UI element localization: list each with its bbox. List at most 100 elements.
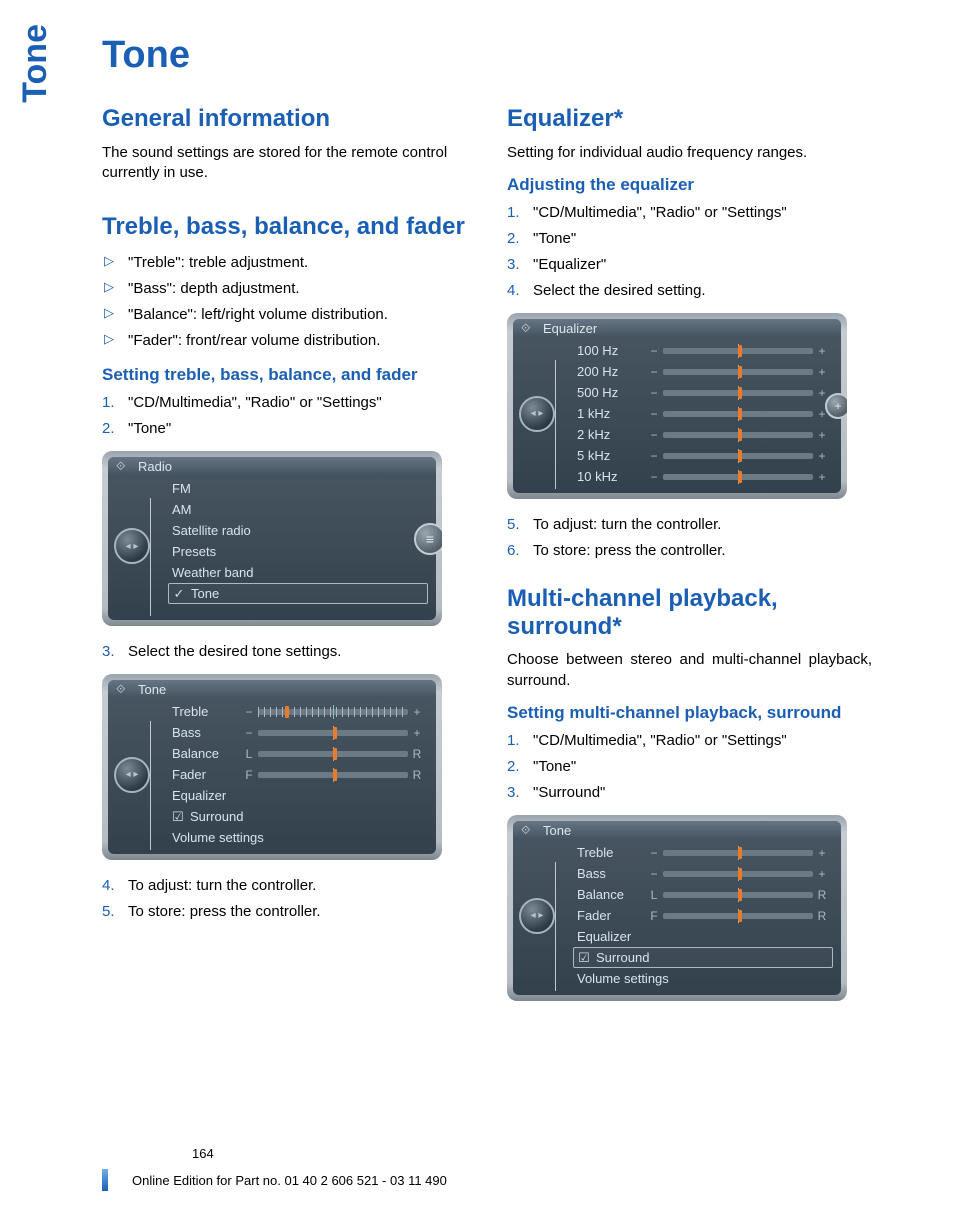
eq-freq-label: 100 Hz — [577, 343, 645, 358]
screenshot-tone-surround: ⟐ Tone ◂ ▸ Treble − + Bass − — [507, 815, 847, 1001]
eq-row: 200 Hz − + — [573, 361, 833, 382]
minus-icon: − — [647, 449, 661, 463]
slider-min-icon: − — [647, 846, 661, 860]
slider-track — [258, 730, 408, 736]
slider-min-icon: F — [242, 768, 256, 782]
shot-title: Radio — [138, 459, 172, 474]
slider-row: Balance L R — [573, 884, 833, 905]
footer: 164 Online Edition for Part no. 01 40 2 … — [102, 1146, 872, 1191]
slider-min-icon: L — [242, 747, 256, 761]
step: "CD/Multimedia", "Radio" or "Settings" — [507, 729, 872, 753]
slider-row: Treble − + — [573, 842, 833, 863]
slider-track — [663, 850, 813, 856]
shot-title: Equalizer — [543, 321, 597, 336]
screenshot-tone-sliders: ⟐ Tone ◂ ▸ Treble − + Bass − — [102, 674, 442, 860]
slider-track — [258, 709, 408, 715]
slider-label: Bass — [577, 866, 645, 881]
text-multichannel: Choose between stereo and multi-channel … — [507, 650, 872, 691]
steps-tbbf-b: Select the desired tone settings. — [102, 640, 467, 664]
check-icon: ✓ — [173, 586, 185, 602]
eq-freq-label: 2 kHz — [577, 427, 645, 442]
slider-min-icon: − — [647, 867, 661, 881]
eq-freq-label: 200 Hz — [577, 364, 645, 379]
step: To adjust: turn the controller. — [102, 874, 467, 898]
text-general: The sound settings are stored for the re… — [102, 143, 467, 184]
shot-header: ⟐ Tone — [513, 821, 841, 840]
screenshot-equalizer: ⟐ Equalizer ◂ ▸ 100 Hz − + 200 Hz − + — [507, 313, 847, 499]
controller-dial-icon: ◂ ▸ — [519, 898, 555, 934]
step: "Tone" — [102, 417, 467, 441]
step: "Tone" — [507, 755, 872, 779]
slider-track — [663, 871, 813, 877]
slider-label: Fader — [577, 908, 645, 923]
step: "CD/Multimedia", "Radio" or "Settings" — [102, 391, 467, 415]
shot-title: Tone — [138, 682, 166, 697]
slider-track — [663, 453, 813, 459]
heading-general: General information — [102, 105, 467, 133]
menu-item: Volume settings — [168, 827, 428, 848]
plus-icon: + — [815, 344, 829, 358]
footer-bar-icon — [102, 1169, 108, 1191]
minus-icon: − — [647, 407, 661, 421]
slider-max-icon: R — [815, 888, 829, 902]
minus-icon: − — [647, 386, 661, 400]
menu-item: ☑Surround — [168, 806, 428, 827]
step: Select the desired setting. — [507, 279, 872, 303]
controller-dial-icon: ◂ ▸ — [114, 757, 150, 793]
right-column: Equalizer* Setting for individual audio … — [507, 105, 872, 1015]
minus-icon: − — [647, 344, 661, 358]
heading-tbbf: Treble, bass, balance, and fader — [102, 213, 467, 241]
steps-eq-a: "CD/Multimedia", "Radio" or "Settings" "… — [507, 201, 872, 303]
slider-max-icon: + — [410, 726, 424, 740]
menu-item: Weather band — [168, 562, 428, 583]
plus-icon: + — [815, 428, 829, 442]
slider-track — [663, 348, 813, 354]
eq-row: 5 kHz − + — [573, 445, 833, 466]
steps-tbbf-c: To adjust: turn the controller. To store… — [102, 874, 467, 924]
list-item: "Balance": left/right volume distributio… — [102, 303, 467, 327]
slider-row: Bass − + — [573, 863, 833, 884]
menu-item: Presets — [168, 541, 428, 562]
step: "Surround" — [507, 781, 872, 805]
step: "CD/Multimedia", "Radio" or "Settings" — [507, 201, 872, 225]
slider-label: Balance — [172, 746, 240, 761]
left-column: General information The sound settings a… — [102, 105, 467, 1015]
menu-item-selected: ✓Tone — [168, 583, 428, 604]
controller-dial-icon: ◂ ▸ — [519, 396, 555, 432]
slider-row: Fader F R — [168, 764, 428, 785]
slider-row: Bass − + — [168, 722, 428, 743]
sliders-icon: ⟐ — [521, 823, 530, 838]
eq-freq-label: 500 Hz — [577, 385, 645, 400]
slider-track — [663, 474, 813, 480]
slider-row: Fader F R — [573, 905, 833, 926]
slider-label: Fader — [172, 767, 240, 782]
slider-track — [258, 772, 408, 778]
menu-item: Satellite radio — [168, 520, 428, 541]
eq-row: 1 kHz − + — [573, 403, 833, 424]
page-title: Tone — [102, 34, 872, 77]
step: To store: press the controller. — [507, 539, 872, 563]
footer-text: Online Edition for Part no. 01 40 2 606 … — [114, 1173, 447, 1188]
slider-track — [258, 751, 408, 757]
subheading-setting-tbbf: Setting treble, bass, balance, and fader — [102, 365, 467, 385]
slider-row: Balance L R — [168, 743, 428, 764]
slider-label: Treble — [172, 704, 240, 719]
slider-track — [663, 432, 813, 438]
subheading-setting-multi: Setting multi-channel playback, surround — [507, 703, 872, 723]
content: Tone General information The sound setti… — [102, 34, 872, 1015]
eq-freq-label: 10 kHz — [577, 469, 645, 484]
heading-equalizer: Equalizer* — [507, 105, 872, 133]
slider-max-icon: + — [815, 846, 829, 860]
list-item: "Fader": front/rear volume distribution. — [102, 329, 467, 353]
checkbox-icon: ☑ — [172, 809, 184, 825]
eq-row: 500 Hz − + — [573, 382, 833, 403]
list-item: "Bass": depth adjustment. — [102, 277, 467, 301]
shot-header: ⟐ Tone — [108, 680, 436, 699]
slider-min-icon: − — [242, 705, 256, 719]
menu-item: ☑Surround — [573, 947, 833, 968]
menu-item: AM — [168, 499, 428, 520]
plus-icon: + — [815, 449, 829, 463]
step: "Tone" — [507, 227, 872, 251]
checkbox-icon: ☑ — [578, 950, 590, 966]
sliders-icon: ⟐ — [116, 682, 125, 697]
